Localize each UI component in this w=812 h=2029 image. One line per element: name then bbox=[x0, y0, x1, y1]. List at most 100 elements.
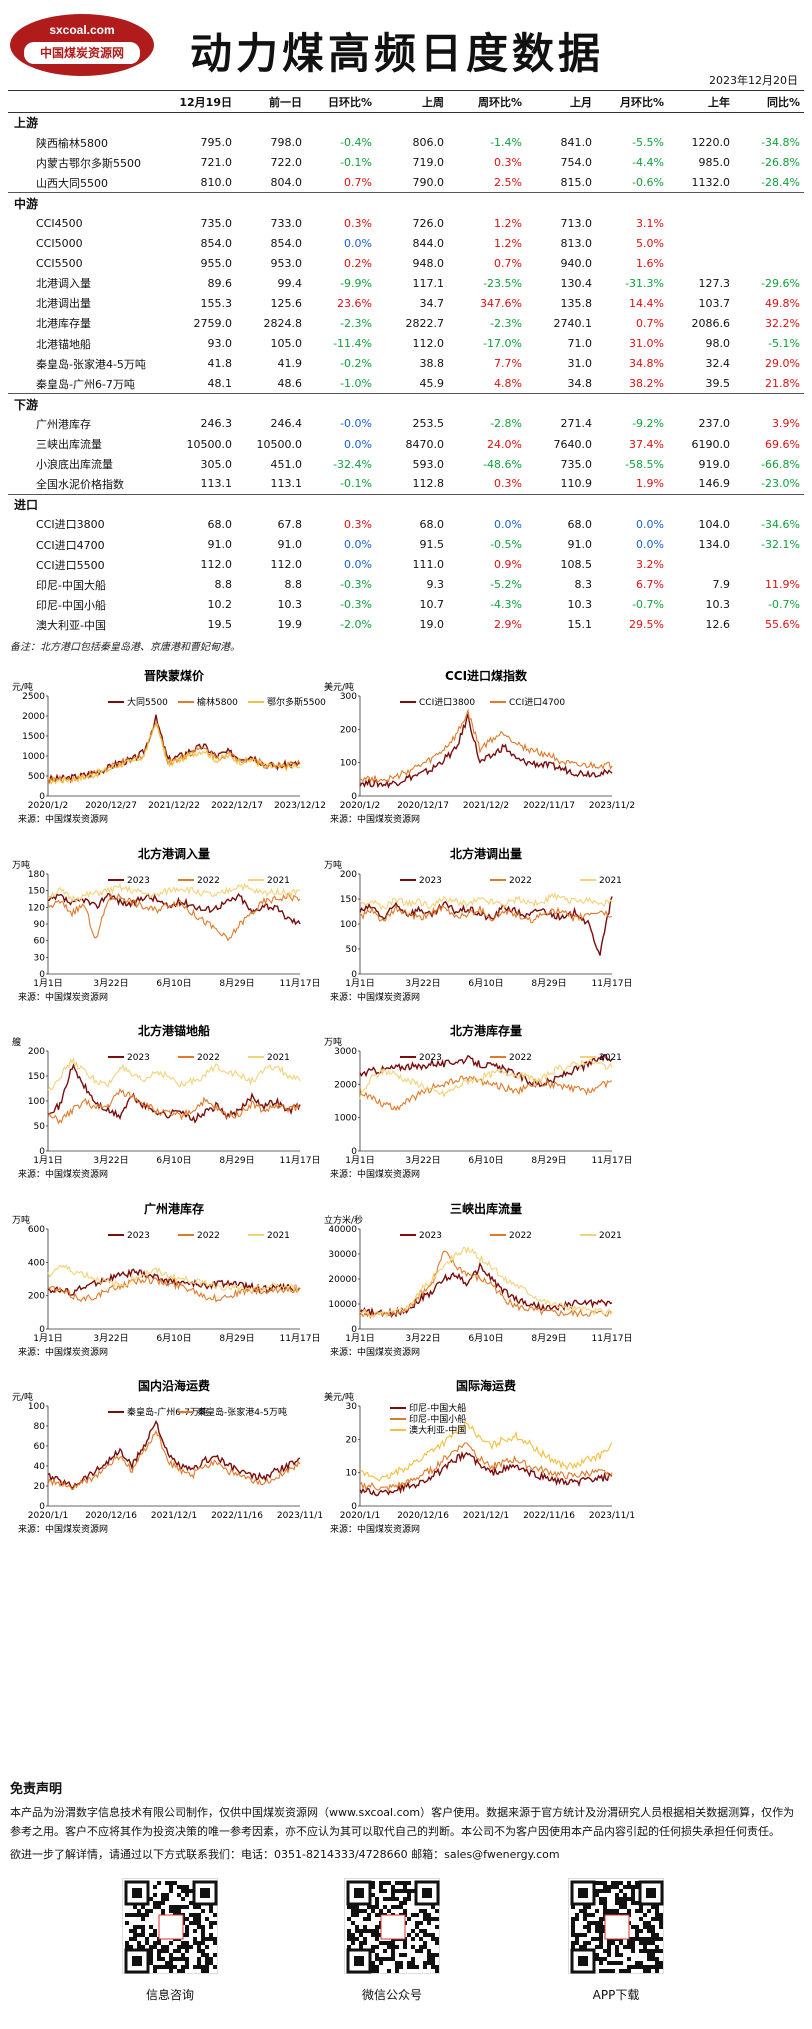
cell: 112.8 bbox=[412, 477, 445, 491]
y-unit: 立方米/秒 bbox=[324, 1214, 363, 1226]
cell: 127.3 bbox=[698, 276, 731, 290]
chart-title: 广州港库存 bbox=[144, 1201, 204, 1216]
header: sxcoal.com 中国煤炭资源网 动力煤高频日度数据 2023年12月20日 bbox=[0, 0, 812, 90]
cell: 117.1 bbox=[412, 276, 445, 290]
legend-label: 2023 bbox=[419, 1053, 442, 1063]
cell: 0.2% bbox=[344, 256, 372, 270]
chart-title: 国内沿海运费 bbox=[138, 1378, 210, 1393]
series-line bbox=[47, 714, 301, 784]
y-unit: 万吨 bbox=[324, 859, 342, 871]
section-header: 上游 bbox=[8, 111, 804, 133]
y-unit: 美元/吨 bbox=[324, 1391, 354, 1403]
legend-label: 秦皇岛-张家港4-5万吨 bbox=[197, 1406, 287, 1418]
x-tick-label: 2020/12/27 bbox=[85, 801, 137, 811]
cell bbox=[734, 253, 804, 273]
series-line bbox=[359, 1075, 613, 1112]
cell: 2.9% bbox=[494, 618, 522, 632]
legend-label: 2021 bbox=[267, 876, 290, 886]
cell: -0.3% bbox=[340, 578, 372, 592]
cell: 806.0 bbox=[412, 136, 445, 150]
legend-label: CCI进口3800 bbox=[419, 697, 475, 708]
cell: -11.4% bbox=[333, 337, 372, 351]
legend-label: 2021 bbox=[267, 1053, 290, 1063]
x-tick-label: 2020/12/16 bbox=[397, 1511, 449, 1521]
chart-1: 晋陕蒙煤价 元/吨 0 500 1000 1500 2000 2500 2020/1/2 2020… bbox=[10, 668, 330, 862]
cell: 10500.0 bbox=[186, 437, 233, 451]
y-unit: 万吨 bbox=[324, 1036, 342, 1048]
y-tick-label: 150 bbox=[28, 1072, 45, 1082]
legend-label: 印尼-中国大船 bbox=[409, 1402, 466, 1414]
cell: -1.0% bbox=[340, 377, 372, 391]
cell: 798.0 bbox=[270, 136, 303, 150]
cell: -9.9% bbox=[340, 276, 372, 290]
y-tick-label: 150 bbox=[28, 887, 45, 897]
series-line bbox=[359, 896, 613, 956]
col-header: 周环比% bbox=[448, 90, 526, 113]
cell: 135.8 bbox=[560, 296, 593, 310]
cell bbox=[734, 213, 804, 233]
cell: 4.8% bbox=[494, 377, 522, 391]
y-tick-label: 90 bbox=[34, 920, 46, 930]
cell: 451.0 bbox=[270, 457, 303, 471]
series-line bbox=[47, 1063, 301, 1124]
col-header: 上年 bbox=[668, 90, 734, 113]
col-header: 日环比% bbox=[306, 90, 376, 113]
cell: -9.2% bbox=[632, 417, 664, 431]
cell: 10.3 bbox=[567, 598, 593, 612]
cell: 110.9 bbox=[560, 477, 593, 491]
chart-source: 来源：中国煤炭资源网 bbox=[330, 1346, 420, 1358]
section-label: 进口 bbox=[8, 493, 804, 515]
col-header: 同比% bbox=[734, 90, 804, 113]
row-label: CCI4500 bbox=[36, 216, 83, 230]
cell: 0.7% bbox=[344, 176, 372, 190]
section-label: 下游 bbox=[8, 393, 804, 414]
qr-code-app[interactable] bbox=[568, 1878, 664, 1974]
cell: 71.0 bbox=[567, 337, 593, 351]
cell: 8.8 bbox=[284, 578, 303, 592]
legend-label: 秦皇岛-广州6-7万吨 bbox=[127, 1406, 208, 1418]
cell: -17.0% bbox=[483, 337, 522, 351]
chart-source: 来源：中国煤炭资源网 bbox=[18, 1168, 108, 1180]
y-tick-label: 2500 bbox=[22, 692, 45, 702]
qr-code-consult[interactable] bbox=[122, 1878, 218, 1974]
series-line bbox=[359, 1450, 613, 1497]
sxcoal-logo[interactable]: sxcoal.com 中国煤炭资源网 bbox=[10, 14, 154, 76]
cell: 112.0 bbox=[200, 558, 233, 572]
y-tick-label: 1000 bbox=[22, 752, 45, 762]
cell: 105.0 bbox=[270, 337, 303, 351]
qr-code-wechat[interactable] bbox=[344, 1878, 440, 1974]
legend-label: 2023 bbox=[127, 1053, 150, 1063]
y-tick-label: 0 bbox=[351, 970, 357, 980]
cell: 10.3 bbox=[277, 598, 303, 612]
x-tick-label: 2021/12/1 bbox=[151, 1511, 197, 1521]
cell: 0.0% bbox=[344, 236, 372, 250]
data-table: 12月19日 前一日 日环比% 上周 周环比% 上月 月环比% 上年 同比% 上游 陕西榆林580… bbox=[8, 90, 804, 635]
section-header: 进口 bbox=[8, 493, 804, 515]
chart-source: 来源：中国煤炭资源网 bbox=[330, 991, 420, 1003]
x-tick-label: 2023/11/1 bbox=[277, 1511, 323, 1521]
y-tick-label: 100 bbox=[28, 1097, 45, 1107]
cell: 754.0 bbox=[560, 156, 593, 170]
col-header: 上周 bbox=[376, 90, 448, 113]
cell: 1220.0 bbox=[691, 136, 731, 150]
cell: 130.4 bbox=[560, 276, 593, 290]
legend-label: 2021 bbox=[599, 1231, 622, 1241]
table-row: 小浪底出库流量 305.0 451.0 -32.4% 593.0 -48.6% 735.0 -… bbox=[8, 454, 804, 474]
legend-label: 2022 bbox=[197, 1053, 220, 1063]
x-tick-label: 6月10日 bbox=[156, 1155, 191, 1166]
cell: 0.3% bbox=[344, 216, 372, 230]
series-line bbox=[47, 892, 301, 942]
x-tick-label: 6月10日 bbox=[156, 1333, 191, 1344]
section-label: 上游 bbox=[8, 111, 804, 133]
cell: 2.5% bbox=[494, 176, 522, 190]
series-line bbox=[47, 1419, 301, 1490]
x-tick-label: 3月22日 bbox=[405, 1333, 440, 1344]
y-tick-label: 10 bbox=[346, 1469, 358, 1479]
chart-title: 国际海运费 bbox=[456, 1378, 516, 1393]
series-line bbox=[359, 1245, 613, 1319]
cell: 8470.0 bbox=[405, 437, 445, 451]
x-tick-label: 3月22日 bbox=[93, 1155, 128, 1166]
